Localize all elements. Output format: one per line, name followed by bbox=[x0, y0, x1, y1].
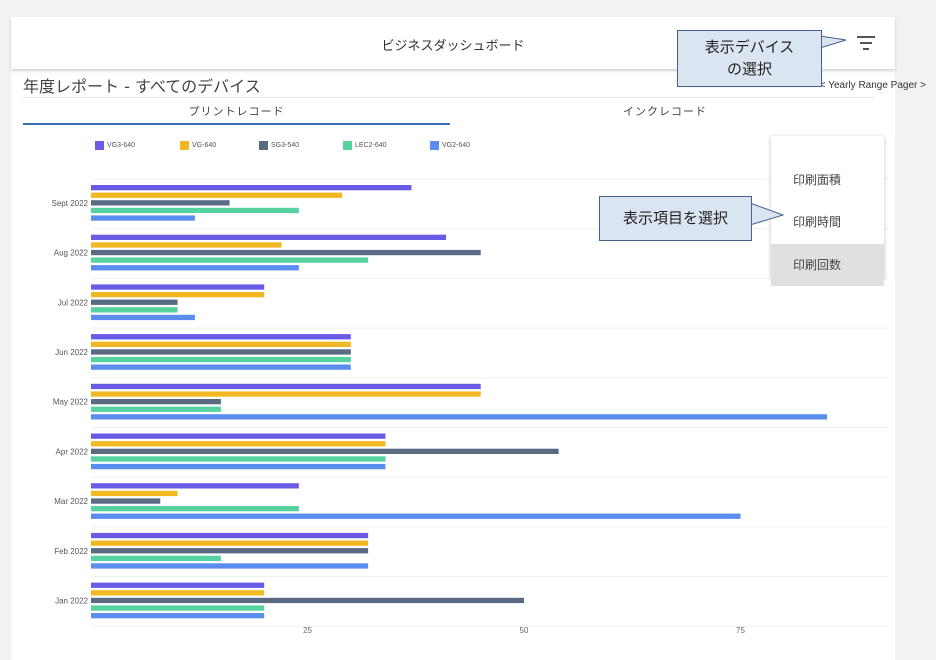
x-tick-label: 50 bbox=[520, 626, 529, 635]
filter-line bbox=[863, 48, 869, 50]
bar[interactable] bbox=[91, 200, 230, 206]
bar[interactable] bbox=[91, 249, 481, 256]
legend-label: VG2-640 bbox=[442, 142, 471, 149]
legend-swatch bbox=[259, 141, 268, 150]
legend-item[interactable]: VG-640 bbox=[180, 141, 216, 150]
x-tick-label: 25 bbox=[303, 626, 312, 635]
category-label: Mar 2022 bbox=[54, 497, 88, 506]
category-label: Sept 2022 bbox=[52, 199, 89, 208]
bar[interactable] bbox=[91, 364, 351, 370]
bar[interactable] bbox=[91, 555, 221, 561]
bar[interactable] bbox=[91, 605, 265, 611]
bar[interactable] bbox=[91, 299, 178, 305]
legend-label: VG-640 bbox=[192, 142, 217, 149]
callout-device-line1: 表示デバイス bbox=[704, 38, 795, 56]
bar[interactable] bbox=[91, 391, 481, 397]
category-label: Jun 2022 bbox=[55, 348, 88, 357]
filter-line bbox=[857, 36, 875, 38]
bar[interactable] bbox=[91, 513, 741, 519]
bar[interactable] bbox=[91, 540, 369, 546]
divider bbox=[23, 97, 874, 98]
legend-swatch bbox=[430, 141, 439, 150]
bar[interactable] bbox=[91, 597, 524, 604]
bar[interactable] bbox=[91, 498, 161, 504]
bar[interactable] bbox=[91, 292, 265, 298]
bar[interactable] bbox=[91, 463, 386, 470]
legend-swatch bbox=[180, 141, 189, 150]
bar[interactable] bbox=[91, 334, 351, 340]
bar[interactable] bbox=[91, 483, 299, 489]
menu-item-print-count[interactable]: 印刷回数 bbox=[771, 244, 884, 286]
callout-device-line2: の選択 bbox=[726, 60, 772, 78]
app-title: ビジネスダッシュボード bbox=[381, 39, 525, 54]
category-label: Aug 2022 bbox=[54, 249, 89, 258]
category-label: Jan 2022 bbox=[55, 596, 88, 605]
tab-print-records[interactable]: プリントレコード bbox=[188, 105, 285, 118]
category-label: May 2022 bbox=[53, 398, 89, 407]
bar[interactable] bbox=[91, 548, 369, 554]
bar[interactable] bbox=[91, 433, 386, 439]
legend-label: VG3-640 bbox=[107, 142, 136, 149]
x-tick-label: 75 bbox=[736, 626, 745, 635]
bar[interactable] bbox=[91, 341, 351, 347]
bar[interactable] bbox=[91, 406, 221, 412]
bar[interactable] bbox=[91, 234, 447, 240]
bar[interactable] bbox=[91, 399, 221, 405]
bar[interactable] bbox=[91, 441, 386, 447]
legend-item[interactable]: LEC2-640 bbox=[343, 141, 387, 150]
category-label: Jul 2022 bbox=[58, 298, 89, 307]
yearly-range-pager[interactable]: < Yearly Range Pager > bbox=[819, 80, 926, 91]
legend-label: LEC2-640 bbox=[355, 142, 387, 149]
callout-select-item: 表示項目を選択 bbox=[599, 196, 752, 241]
tab-ink-records[interactable]: インクレコード bbox=[623, 105, 707, 118]
bar[interactable] bbox=[91, 356, 351, 363]
bar[interactable] bbox=[91, 532, 369, 539]
legend-item[interactable]: SG3-540 bbox=[259, 141, 299, 150]
menu-item-print-area[interactable]: 印刷面積 bbox=[793, 173, 842, 187]
bar[interactable] bbox=[91, 314, 195, 321]
menu-item-print-time[interactable]: 印刷時間 bbox=[793, 215, 842, 229]
legend-item[interactable]: VG3-640 bbox=[95, 141, 135, 150]
filter-list-icon[interactable] bbox=[853, 32, 879, 54]
bar[interactable] bbox=[91, 242, 282, 248]
bar[interactable] bbox=[91, 414, 828, 420]
bar[interactable] bbox=[91, 456, 386, 462]
bar[interactable] bbox=[91, 582, 265, 588]
bar[interactable] bbox=[91, 590, 265, 596]
bar[interactable] bbox=[91, 284, 265, 290]
bar[interactable] bbox=[91, 448, 559, 454]
category-label: Apr 2022 bbox=[56, 447, 89, 456]
legend-item[interactable]: VG2-640 bbox=[430, 141, 470, 150]
bar[interactable] bbox=[91, 383, 481, 390]
bar[interactable] bbox=[91, 563, 369, 569]
bar[interactable] bbox=[91, 307, 178, 313]
bar[interactable] bbox=[91, 265, 299, 271]
legend-swatch bbox=[343, 141, 352, 150]
bar[interactable] bbox=[91, 490, 178, 497]
report-title: 年度レポート - すべてのデバイス bbox=[23, 77, 261, 96]
bar[interactable] bbox=[91, 257, 369, 263]
bar[interactable] bbox=[91, 185, 412, 191]
bar[interactable] bbox=[91, 192, 343, 198]
callout-select-device: 表示デバイス の選択 bbox=[677, 30, 822, 87]
category-label: Feb 2022 bbox=[54, 547, 88, 556]
legend-label: SG3-540 bbox=[271, 142, 300, 149]
bar[interactable] bbox=[91, 207, 299, 214]
bar[interactable] bbox=[91, 349, 351, 355]
legend-swatch bbox=[95, 141, 104, 150]
bar[interactable] bbox=[91, 613, 265, 619]
display-item-menu: 印刷面積 印刷時間 印刷回数 bbox=[771, 136, 884, 286]
filter-line bbox=[860, 42, 872, 44]
bar[interactable] bbox=[91, 215, 195, 221]
bar[interactable] bbox=[91, 506, 299, 512]
active-tab-indicator bbox=[23, 123, 450, 125]
